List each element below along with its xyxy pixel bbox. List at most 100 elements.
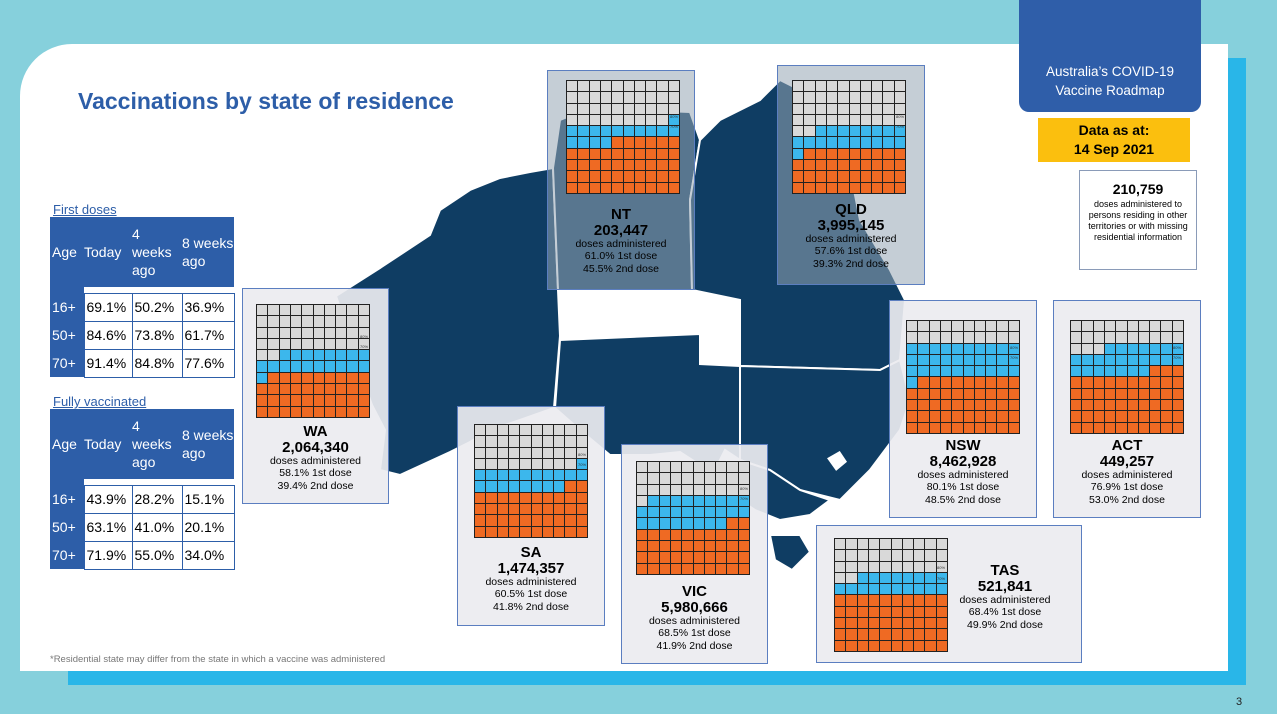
waffle-cell — [815, 103, 826, 114]
waffle-cell — [1082, 388, 1093, 400]
waffle-cell — [659, 473, 670, 484]
waffle-cell — [578, 114, 589, 126]
waffle-cell — [268, 361, 279, 372]
waffle-cell — [940, 321, 952, 332]
waffle-cell — [324, 406, 336, 417]
waffle-grid-tas — [834, 538, 948, 652]
waffle-cell — [997, 343, 1008, 354]
waffle-cell — [868, 595, 880, 606]
waffle-cell — [738, 473, 749, 484]
waffle-cell — [902, 640, 914, 651]
waffle-cell — [508, 504, 520, 515]
waffle-cell — [925, 550, 936, 561]
waffle-cell — [857, 595, 868, 606]
waffle-cell — [279, 316, 290, 327]
waffle-cell — [1172, 388, 1183, 400]
waffle-cell — [918, 343, 929, 354]
waffle-cell — [902, 606, 914, 618]
waffle-cell — [668, 171, 679, 182]
waffle-cell — [727, 473, 738, 484]
waffle-cell — [846, 618, 857, 629]
state-label-tas: TAS 521,841 doses administered 68.4% 1st… — [946, 563, 1064, 632]
waffle-cell — [894, 148, 905, 160]
waffle-cell — [902, 618, 914, 629]
waffle-cell — [872, 137, 883, 148]
waffle-cell — [838, 126, 849, 137]
state-label-act: ACT 449,257 doses administered 76.9% 1st… — [1053, 438, 1201, 507]
waffle-cell — [925, 561, 936, 572]
waffle-cell — [860, 182, 872, 193]
waffle-cell — [974, 332, 986, 343]
waffle-cell — [257, 327, 268, 338]
waffle-cell — [826, 160, 838, 171]
waffle-cell — [918, 377, 929, 388]
waffle-cell — [891, 584, 902, 595]
waffle-cell — [894, 103, 905, 114]
waffle-cell — [657, 103, 668, 114]
first-dose-line: 57.6% 1st dose — [777, 245, 925, 258]
waffle-cell — [670, 462, 682, 473]
waffle-cell — [302, 395, 313, 406]
waffle-cell — [1104, 343, 1116, 354]
waffle-cell — [531, 504, 542, 515]
waffle-cell — [1093, 343, 1104, 354]
second-dose-line: 53.0% 2nd dose — [1053, 494, 1201, 507]
waffle-cell — [914, 572, 925, 584]
waffle-cell — [1161, 400, 1172, 411]
marker-80-nsw: 80% — [1010, 345, 1019, 350]
waffle-cell — [929, 411, 940, 422]
w4-cell: 55.0% — [131, 540, 183, 570]
waffle-cell — [1104, 366, 1116, 377]
waffle-cell — [554, 504, 565, 515]
waffle-cell — [727, 552, 738, 563]
state-doses: 8,462,928 — [929, 453, 997, 470]
waffle-cell — [716, 507, 727, 518]
waffle-cell — [997, 377, 1008, 388]
waffle-cell — [659, 507, 670, 518]
waffle-cell — [1082, 332, 1093, 343]
waffle-cell — [600, 103, 612, 114]
waffle-cell — [324, 361, 336, 372]
waffle-cell — [1008, 388, 1019, 400]
waffle-cell — [600, 114, 612, 126]
waffle-cell — [907, 321, 918, 332]
waffle-cell — [648, 462, 659, 473]
second-dose-pct: 49.9% — [967, 619, 997, 631]
waffle-cell — [668, 126, 679, 137]
waffle-cell — [693, 563, 704, 574]
first-dose-line: 60.5% 1st dose — [457, 588, 605, 601]
waffle-cell — [815, 182, 826, 193]
waffle-cell — [880, 618, 891, 629]
waffle-cell — [668, 137, 679, 148]
waffle-cell — [1093, 411, 1104, 422]
second-dose-label: 2nd dose — [310, 480, 354, 492]
waffle-cell — [257, 338, 268, 350]
waffle-cell — [682, 529, 693, 541]
waffle-cell — [682, 462, 693, 473]
waffle-cell — [1138, 400, 1150, 411]
waffle-cell — [891, 629, 902, 640]
waffle-cell — [1071, 343, 1082, 354]
waffle-cell — [648, 518, 659, 529]
waffle-cell — [868, 606, 880, 618]
waffle-cell — [531, 481, 542, 492]
waffle-cell — [1127, 332, 1138, 343]
waffle-cell — [963, 343, 974, 354]
waffle-cell — [668, 92, 679, 103]
waffle-cell — [738, 462, 749, 473]
age-cell: 70+ — [50, 541, 84, 569]
map-region-act — [824, 449, 849, 474]
waffle-cell — [849, 126, 860, 137]
waffle-cell — [682, 563, 693, 574]
waffle-cell — [929, 321, 940, 332]
waffle-cell — [838, 160, 849, 171]
waffle-cell — [637, 541, 648, 552]
waffle-cell — [279, 372, 290, 384]
waffle-cell — [838, 92, 849, 103]
waffle-cell — [868, 550, 880, 561]
waffle-cell — [257, 406, 268, 417]
waffle-cell — [891, 539, 902, 550]
waffle-cell — [302, 384, 313, 395]
waffle-cell — [347, 361, 358, 372]
waffle-cell — [952, 321, 963, 332]
